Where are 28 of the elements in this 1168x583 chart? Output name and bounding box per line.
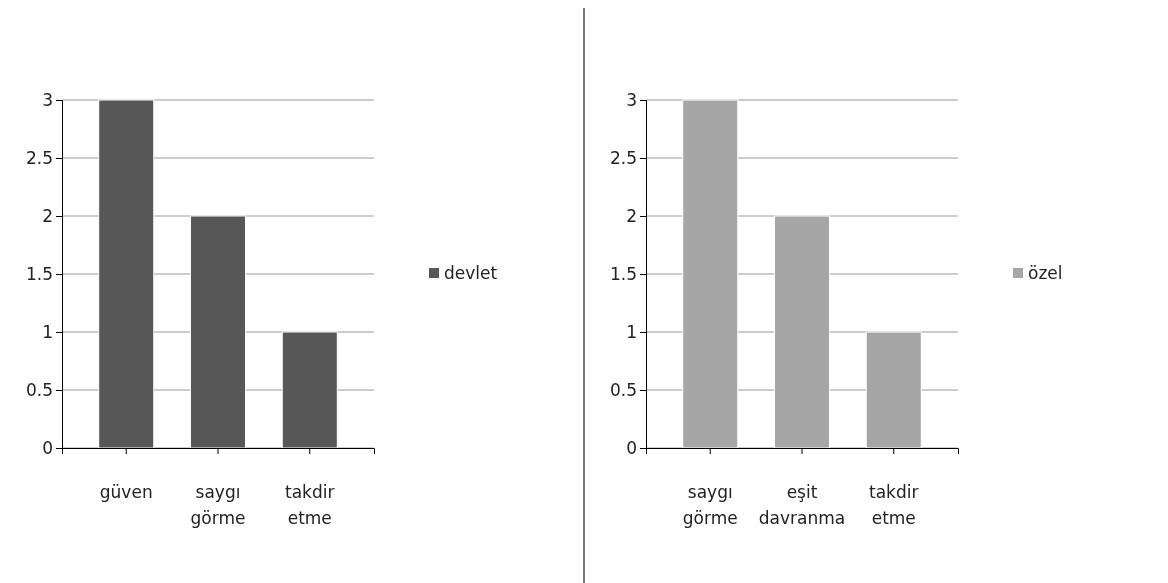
bar xyxy=(189,215,247,449)
x-tick-label: takdir etme xyxy=(869,482,919,528)
y-tick-label: 1 xyxy=(626,321,637,342)
y-tick-label: 0.5 xyxy=(609,379,637,400)
bar xyxy=(865,331,922,449)
y-tick-label: 2 xyxy=(42,205,53,226)
y-tick-label: 0.5 xyxy=(25,379,53,400)
y-tick-label: 2.5 xyxy=(25,147,53,168)
x-tick-label: takdir etme xyxy=(285,482,335,528)
x-tick-label: saygı görme xyxy=(190,482,246,528)
legend-label: özel xyxy=(1028,263,1063,283)
bar xyxy=(98,99,155,449)
y-tick-label: 3 xyxy=(626,89,637,110)
y-tick-label: 0 xyxy=(42,437,53,458)
y-tick-label: 1.5 xyxy=(25,263,53,284)
x-tick-label: saygı görme xyxy=(682,482,738,528)
bar xyxy=(682,99,739,449)
y-tick-label: 3 xyxy=(42,89,53,110)
bar xyxy=(281,331,338,449)
x-tick-label: eşit davranma xyxy=(758,482,846,528)
bar xyxy=(773,215,831,449)
legend-label: devlet xyxy=(444,263,498,283)
y-tick-label: 0 xyxy=(626,437,637,458)
y-tick-label: 1.5 xyxy=(609,263,637,284)
y-tick-label: 2.5 xyxy=(609,147,637,168)
y-tick-label: 1 xyxy=(42,321,53,342)
x-tick-label: güven xyxy=(99,482,153,502)
y-tick-label: 2 xyxy=(626,205,637,226)
